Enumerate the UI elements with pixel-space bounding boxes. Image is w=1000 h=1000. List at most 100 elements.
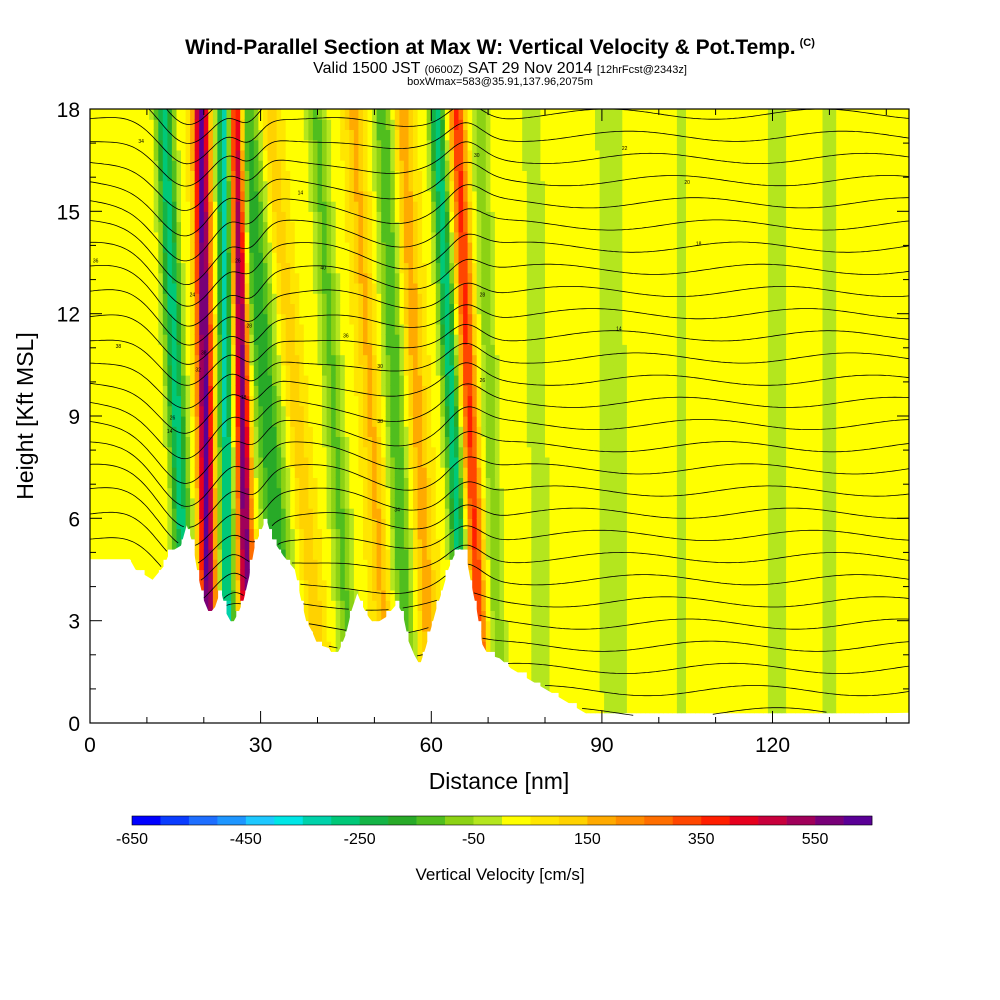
isentrope-label-20: 22 bbox=[622, 146, 628, 152]
colorbar-swatch-21 bbox=[729, 816, 759, 825]
isentrope-line-8 bbox=[90, 525, 909, 581]
isentrope-line-13 bbox=[90, 406, 909, 484]
isentrope-line-19 bbox=[90, 282, 909, 346]
isentrope-line-2 bbox=[508, 662, 909, 674]
isentrope-label-0: 34 bbox=[138, 139, 144, 145]
colorbar-swatch-1 bbox=[160, 816, 190, 825]
isentrope-label-1: 36 bbox=[93, 259, 99, 265]
isentrope-line-0 bbox=[581, 707, 827, 716]
colorbar-label--650: -650 bbox=[116, 831, 148, 848]
colorbar-swatch-0 bbox=[132, 816, 161, 825]
terrain-fill bbox=[90, 518, 909, 723]
colorbar-swatch-8 bbox=[359, 816, 389, 825]
isentrope-label-3: 26 bbox=[170, 415, 176, 421]
isentrope-label-6: 38 bbox=[201, 351, 207, 357]
x-tick-label-0: 0 bbox=[84, 734, 96, 757]
isentrope-label-23: 14 bbox=[616, 327, 622, 333]
forecast-info: [12hrFcst@2343z] bbox=[596, 64, 687, 76]
colorbar-label-350: 350 bbox=[688, 831, 715, 848]
isentrope-line-28 bbox=[148, 109, 263, 144]
isentrope-label-15: 38 bbox=[377, 419, 383, 425]
x-tick-label-30: 30 bbox=[249, 734, 272, 757]
x-axis-title: Distance [nm] bbox=[429, 768, 570, 794]
valid-prefix: Valid 1500 JST bbox=[313, 60, 421, 77]
isentrope-line-3 bbox=[328, 637, 909, 657]
isentrope-line-24 bbox=[90, 161, 909, 237]
colorbar-swatch-12 bbox=[473, 816, 503, 825]
isentrope-line-5 bbox=[226, 592, 909, 611]
colorbar-swatch-14 bbox=[530, 816, 560, 825]
isentrope-label-8: 26 bbox=[235, 259, 241, 265]
isentrope-line-15 bbox=[90, 362, 909, 434]
isentrope-label-5: 24 bbox=[190, 293, 196, 299]
terrain-mask bbox=[90, 518, 909, 723]
colorbar: -650 -450 -250 -50 150 350 550 bbox=[116, 815, 873, 848]
isentrope-label-14: 30 bbox=[377, 364, 383, 370]
vertical-velocity-field bbox=[90, 109, 909, 714]
box-wmax-info: boxWmax=583@35.91,137.96,2075m bbox=[407, 76, 593, 88]
x-tick-label-120: 120 bbox=[755, 734, 790, 757]
isentrope-line-9 bbox=[90, 504, 909, 564]
y-tick-label-15: 15 bbox=[57, 201, 80, 224]
isentrope-label-12: 40 bbox=[320, 265, 326, 271]
colorbar-swatch-23 bbox=[786, 816, 816, 825]
isentrope-line-23 bbox=[90, 184, 909, 262]
colorbar-swatch-17 bbox=[615, 816, 645, 825]
isentrope-line-26 bbox=[90, 122, 909, 187]
isentrope-line-12 bbox=[90, 431, 909, 507]
colorbar-swatch-6 bbox=[302, 816, 332, 825]
isentrope-line-4 bbox=[308, 614, 909, 633]
isentrope-label-19: 26 bbox=[480, 378, 486, 384]
colorbar-swatch-25 bbox=[843, 816, 873, 825]
isentrope-label-7: 32 bbox=[195, 368, 201, 374]
colorbar-swatch-18 bbox=[644, 816, 674, 825]
colorbar-swatch-3 bbox=[217, 816, 247, 825]
copyright-mark: (C) bbox=[799, 37, 815, 49]
colorbar-title: Vertical Velocity [cm/s] bbox=[415, 865, 584, 884]
colorbar-swatch-2 bbox=[188, 816, 218, 825]
x-tick-label-60: 60 bbox=[420, 734, 443, 757]
y-tick-label-6: 6 bbox=[68, 508, 80, 531]
isentrope-labels: 34 36 38 26 14 24 38 32 26 18 28 14 40 36 30 38 34 30 28 26… bbox=[93, 139, 702, 513]
colorbar-swatch-4 bbox=[245, 816, 275, 825]
colorbar-swatch-20 bbox=[701, 816, 730, 825]
colorbar-label--50: -50 bbox=[462, 831, 485, 848]
isentrope-line-6 bbox=[223, 563, 909, 599]
colorbar-swatch-19 bbox=[672, 816, 702, 825]
isentrope-line-22 bbox=[90, 208, 909, 286]
colorbar-swatch-15 bbox=[558, 816, 588, 825]
x-tick-label-90: 90 bbox=[590, 734, 613, 757]
isentrope-line-21 bbox=[90, 233, 909, 307]
isentrope-label-10: 28 bbox=[247, 323, 253, 329]
isentrope-line-7 bbox=[203, 544, 909, 599]
colorbar-label--450: -450 bbox=[230, 831, 262, 848]
colorbar-swatch-7 bbox=[331, 816, 360, 825]
isentrope-line-11 bbox=[90, 456, 909, 528]
valid-time-line: Valid 1500 JST (0600Z) SAT 29 Nov 2014 [… bbox=[0, 60, 1000, 78]
isentrope-label-22: 18 bbox=[696, 241, 702, 247]
isentrope-line-25 bbox=[90, 141, 909, 211]
colorbar-swatch-24 bbox=[815, 816, 844, 825]
colorbar-label--250: -250 bbox=[344, 831, 376, 848]
isentrope-label-17: 30 bbox=[474, 153, 480, 159]
colorbar-frame bbox=[131, 815, 873, 826]
isentrope-line-18 bbox=[90, 304, 909, 365]
colorbar-swatch-13 bbox=[502, 816, 531, 825]
x-axis: 0 30 60 90 120 bbox=[84, 109, 887, 757]
valid-utc: (0600Z) bbox=[424, 64, 464, 76]
colorbar-swatch-9 bbox=[388, 816, 417, 825]
isentrope-label-16: 34 bbox=[394, 508, 400, 514]
isentrope-label-4: 14 bbox=[167, 429, 173, 435]
isentrope-line-1 bbox=[544, 685, 909, 697]
colorbar-label-550: 550 bbox=[802, 831, 829, 848]
colorbar-label-150: 150 bbox=[574, 831, 601, 848]
y-tick-label-3: 3 bbox=[68, 611, 80, 634]
isentrope-label-21: 20 bbox=[684, 180, 690, 186]
isentrope-label-9: 18 bbox=[241, 395, 247, 401]
isentrope-line-14 bbox=[90, 383, 909, 460]
isentrope-label-13: 36 bbox=[343, 334, 349, 340]
chart-title-text: Wind-Parallel Section at Max W: Vertical… bbox=[185, 36, 796, 59]
isentrope-label-2: 38 bbox=[116, 344, 122, 350]
